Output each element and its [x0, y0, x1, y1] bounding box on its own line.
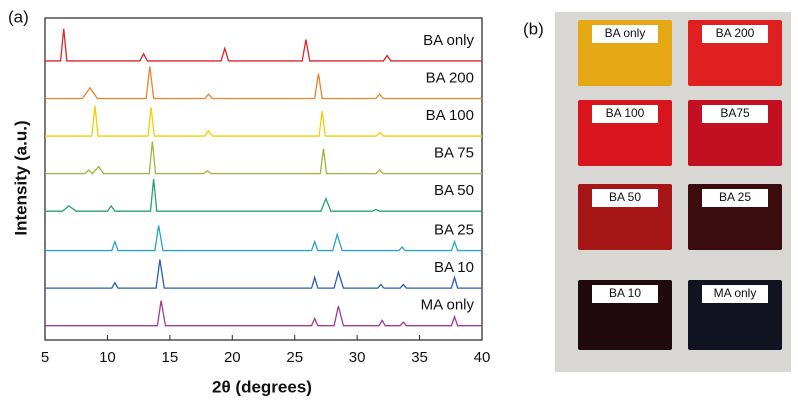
x-tick-label: 40: [474, 349, 491, 366]
sample-label: BA 10: [609, 286, 641, 300]
series-label: BA only: [423, 32, 474, 49]
sample-label: BA75: [720, 106, 750, 120]
y-axis-label: Intensity (a.u.): [11, 120, 30, 235]
x-axis-label: 2θ (degrees): [212, 377, 312, 396]
sample-label: BA 200: [716, 26, 755, 40]
sample-label: BA 25: [719, 190, 751, 204]
series-label: BA 10: [434, 259, 474, 276]
x-tick-label: 15: [162, 349, 179, 366]
x-tick-label: 20: [224, 349, 241, 366]
panel-label: (b): [523, 19, 544, 38]
series-label: BA 25: [434, 222, 474, 239]
panel-label: (a): [8, 7, 29, 26]
sample-tag: [592, 285, 658, 303]
sample-tag: [592, 25, 658, 43]
x-tick-label: 10: [99, 349, 116, 366]
series-label: MA only: [421, 297, 475, 314]
sample-label: MA only: [714, 286, 757, 300]
sample-tag: [702, 285, 768, 303]
series-label: BA 100: [426, 107, 474, 124]
sample-label: BA 100: [606, 106, 645, 120]
x-tick-label: 35: [411, 349, 428, 366]
series-label: BA 200: [426, 69, 474, 86]
sample-label: BA 50: [609, 190, 641, 204]
series-line: [45, 66, 482, 100]
x-tick-label: 5: [41, 349, 49, 366]
sample-tag: [592, 105, 658, 123]
sample-tag: [702, 189, 768, 207]
sample-tag: [702, 105, 768, 123]
sample-tag: [592, 189, 658, 207]
series-label: BA 75: [434, 145, 474, 162]
series-line: [45, 259, 482, 289]
series-line: [45, 300, 482, 327]
sample-label: BA only: [605, 26, 646, 40]
sample-tag: [702, 25, 768, 43]
series-label: BA 50: [434, 182, 474, 199]
series-line: [45, 105, 482, 137]
series-line: [45, 178, 482, 212]
x-tick-label: 30: [349, 349, 366, 366]
x-tick-label: 25: [286, 349, 303, 366]
series-line: [45, 141, 482, 175]
plot-frame: [44, 17, 483, 341]
series-line: [45, 225, 482, 252]
series-line: [45, 28, 482, 62]
